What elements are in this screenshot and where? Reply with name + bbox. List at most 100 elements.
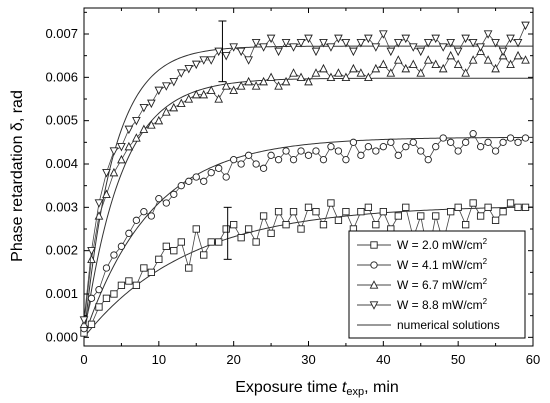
data-point xyxy=(476,143,485,151)
y-tick-label: 0.003 xyxy=(45,199,78,214)
data-point xyxy=(334,216,343,224)
data-point xyxy=(289,208,298,216)
data-point xyxy=(417,147,425,155)
data-point xyxy=(199,56,209,65)
data-point xyxy=(342,208,350,216)
data-point xyxy=(251,39,261,48)
data-point xyxy=(417,212,425,220)
data-point xyxy=(304,76,313,86)
legend-box xyxy=(348,230,526,339)
axes: 0 10 20 30 40 50 60 0.000 0.001 0.002 0.003 0.004 0.… xyxy=(45,8,540,367)
data-point xyxy=(207,238,215,246)
data-point xyxy=(371,63,381,73)
data-point xyxy=(244,225,253,233)
data-point xyxy=(199,89,209,99)
data-point xyxy=(461,138,470,146)
data-point xyxy=(319,221,328,229)
data-point xyxy=(170,247,178,255)
data-point xyxy=(469,199,477,207)
data-point xyxy=(140,208,148,216)
data-point xyxy=(95,286,103,294)
data-point xyxy=(513,39,523,48)
data-point xyxy=(498,47,508,57)
data-point xyxy=(304,34,313,44)
data-point xyxy=(401,34,411,44)
x-axis-title-prefix: Exposure time xyxy=(235,379,342,396)
data-point xyxy=(124,125,134,135)
series-4 xyxy=(79,21,530,325)
data-point xyxy=(326,43,336,52)
data-point xyxy=(461,68,470,77)
data-point xyxy=(506,134,515,142)
data-point xyxy=(124,141,134,151)
fit-curve-2 xyxy=(83,136,534,338)
data-point xyxy=(184,94,194,103)
data-point xyxy=(147,120,156,129)
data-point xyxy=(521,203,530,211)
data-point xyxy=(357,208,365,216)
data-point xyxy=(191,89,201,99)
data-point xyxy=(454,147,462,155)
data-point xyxy=(281,39,291,48)
data-point xyxy=(513,50,523,60)
data-point xyxy=(514,203,522,211)
data-point xyxy=(378,59,388,68)
data-point xyxy=(423,55,433,64)
data-point xyxy=(170,190,178,198)
data-point xyxy=(364,143,373,151)
data-point xyxy=(446,39,456,48)
series-layer xyxy=(79,21,530,337)
legend-label-text: W = 6.7 mW/cm xyxy=(397,278,483,292)
data-point xyxy=(229,85,239,94)
data-point xyxy=(483,55,493,64)
x-tick-label: 60 xyxy=(526,352,540,367)
legend-label-sup: 2 xyxy=(483,277,488,286)
data-point xyxy=(446,50,456,60)
data-point xyxy=(266,34,276,44)
data-point xyxy=(259,43,268,52)
data-point xyxy=(215,238,223,246)
data-point xyxy=(379,143,387,151)
data-point xyxy=(162,242,170,250)
data-point xyxy=(393,39,403,48)
legend-label-sup: 2 xyxy=(483,257,488,266)
data-point xyxy=(236,47,246,57)
data-point xyxy=(468,55,478,64)
data-point xyxy=(230,221,238,229)
data-point xyxy=(215,164,223,172)
data-point xyxy=(476,43,485,52)
data-point xyxy=(154,115,164,125)
legend-label-fit: numerical solutions xyxy=(397,318,500,332)
data-point xyxy=(521,55,530,64)
data-point xyxy=(312,147,320,155)
data-point xyxy=(454,203,462,211)
data-point xyxy=(484,138,492,146)
data-point xyxy=(102,169,111,178)
data-point xyxy=(289,156,298,164)
data-point xyxy=(117,143,126,152)
y-tick-label: 0.001 xyxy=(45,286,78,301)
data-point xyxy=(259,212,268,220)
data-point xyxy=(230,156,238,164)
data-point xyxy=(185,264,193,272)
data-point xyxy=(334,68,343,77)
data-point xyxy=(109,167,119,177)
x-axis-title-sub: exp xyxy=(346,386,364,398)
data-point xyxy=(132,133,141,142)
data-point xyxy=(251,81,261,90)
data-point xyxy=(386,68,396,77)
data-point xyxy=(222,225,230,233)
data-point xyxy=(491,147,500,155)
fit-curve-4 xyxy=(83,45,533,338)
data-point xyxy=(222,173,230,181)
y-tick-label: 0.006 xyxy=(45,69,78,84)
data-point xyxy=(132,216,141,224)
legend-label-sup: 2 xyxy=(483,297,488,306)
data-point xyxy=(267,151,275,159)
data-point xyxy=(207,169,215,177)
data-point xyxy=(155,195,163,203)
data-point xyxy=(102,294,111,302)
data-point xyxy=(349,47,358,57)
x-axis-title-var: t xyxy=(342,379,347,396)
